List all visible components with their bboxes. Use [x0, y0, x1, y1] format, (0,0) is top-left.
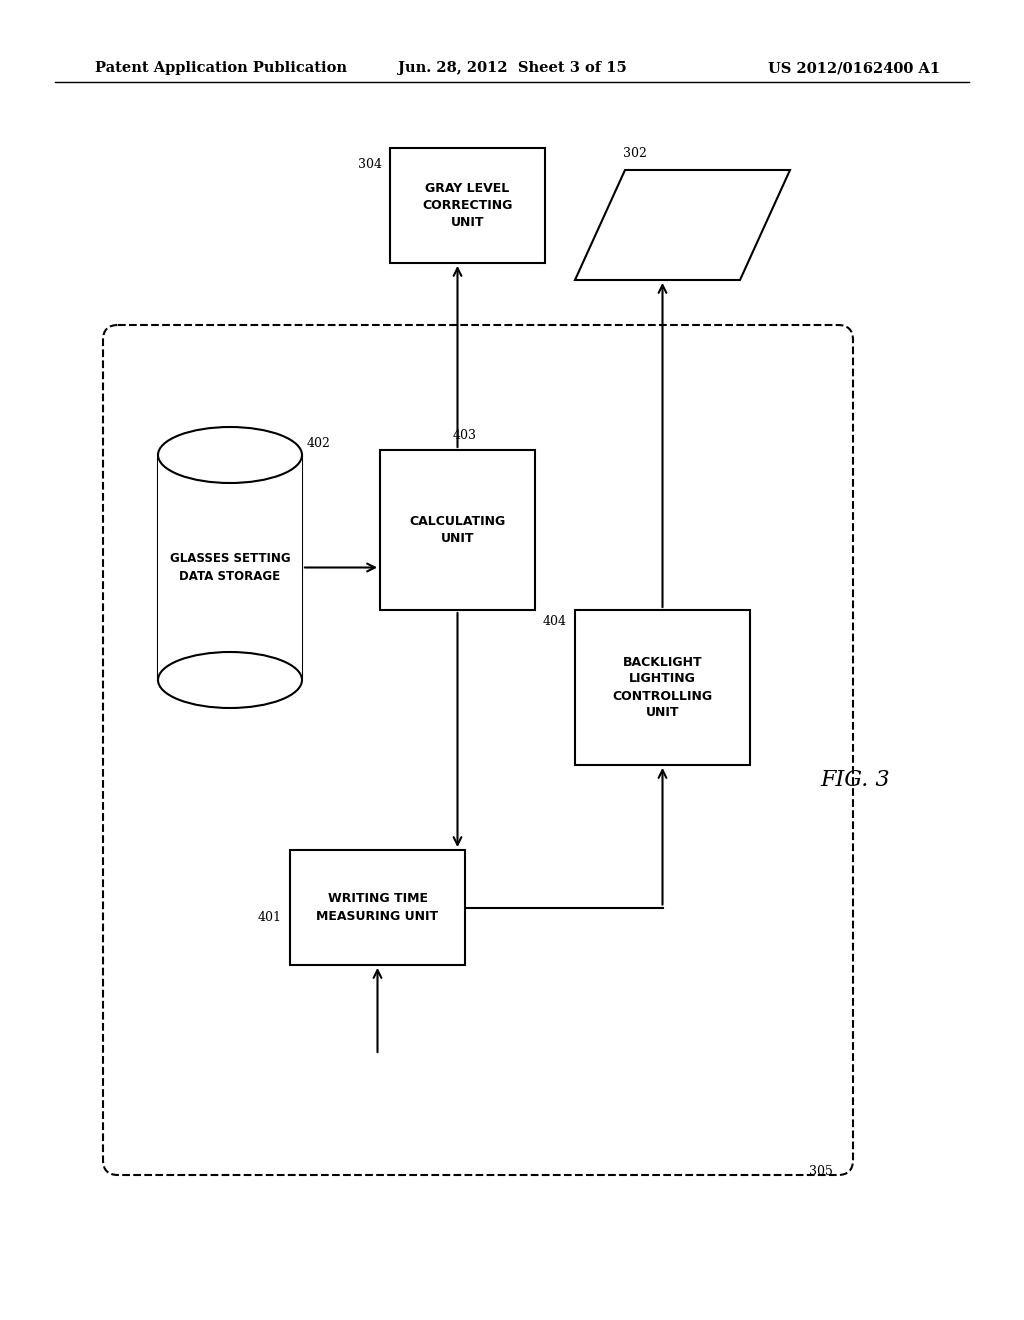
Bar [575, 610, 750, 766]
Text: GRAY LEVEL
CORRECTING
UNIT: GRAY LEVEL CORRECTING UNIT [422, 182, 513, 228]
Text: 401: 401 [258, 911, 282, 924]
Text: 403: 403 [453, 429, 476, 442]
Text: 305: 305 [809, 1166, 833, 1177]
Text: WRITING TIME
MEASURING UNIT: WRITING TIME MEASURING UNIT [316, 892, 438, 923]
Ellipse shape [158, 652, 302, 708]
Text: Patent Application Publication: Patent Application Publication [95, 61, 347, 75]
Ellipse shape [158, 426, 302, 483]
Text: GLASSES SETTING
DATA STORAGE: GLASSES SETTING DATA STORAGE [170, 553, 291, 582]
Text: US 2012/0162400 A1: US 2012/0162400 A1 [768, 61, 940, 75]
Text: FIG. 3: FIG. 3 [820, 770, 890, 791]
FancyBboxPatch shape [103, 325, 853, 1175]
Bar [290, 850, 465, 965]
Text: Jun. 28, 2012  Sheet 3 of 15: Jun. 28, 2012 Sheet 3 of 15 [397, 61, 627, 75]
Bar [380, 450, 535, 610]
Text: 402: 402 [307, 437, 331, 450]
Bar [390, 148, 545, 263]
Bar [158, 455, 302, 680]
Text: BACKLIGHT
LIGHTING
CONTROLLING
UNIT: BACKLIGHT LIGHTING CONTROLLING UNIT [612, 656, 713, 719]
Text: CALCULATING
UNIT: CALCULATING UNIT [410, 515, 506, 545]
Text: 302: 302 [623, 147, 646, 160]
Text: 304: 304 [358, 158, 382, 172]
Text: 404: 404 [543, 615, 567, 628]
Polygon shape [575, 170, 790, 280]
